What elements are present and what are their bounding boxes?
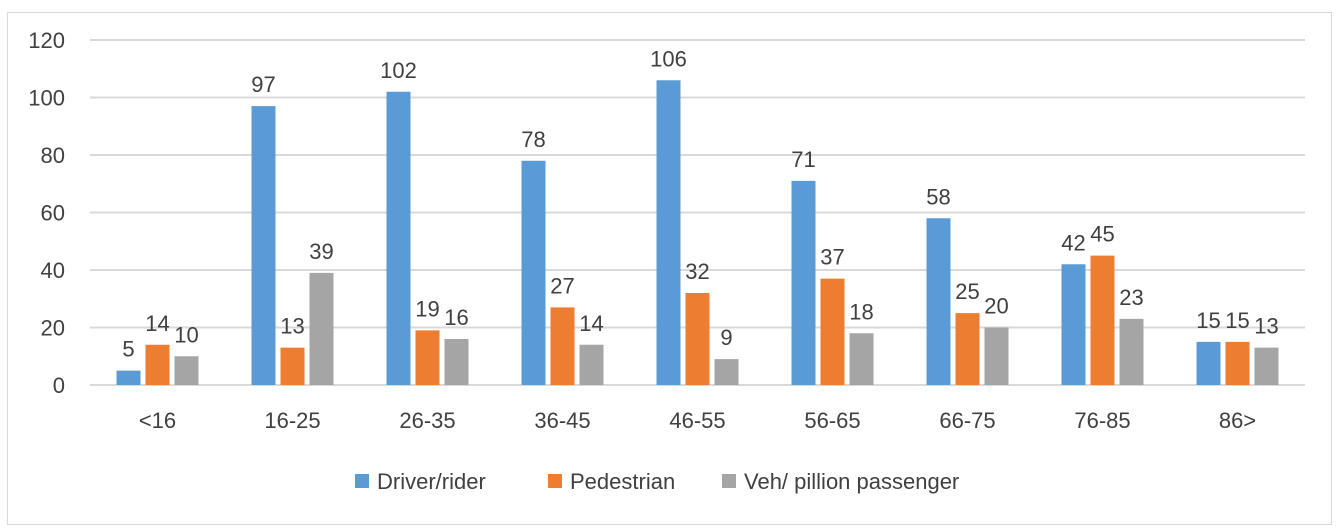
- bar: [1061, 264, 1086, 385]
- data-label: 13: [280, 314, 304, 339]
- data-label: 20: [984, 294, 1008, 319]
- data-label: 42: [1061, 230, 1085, 255]
- bar: [444, 339, 469, 385]
- data-label: 14: [145, 311, 169, 336]
- bar: [1254, 347, 1279, 385]
- bar: [1196, 341, 1221, 385]
- bar: [550, 307, 575, 385]
- data-label: 19: [415, 296, 439, 321]
- data-label: 18: [849, 299, 873, 324]
- x-tick-label: 56-65: [804, 408, 860, 433]
- data-label: 23: [1119, 285, 1143, 310]
- data-label: 39: [309, 239, 333, 264]
- x-tick-label: <16: [139, 408, 176, 433]
- bar: [386, 91, 411, 385]
- data-label: 45: [1090, 222, 1114, 247]
- bar: [415, 330, 440, 385]
- bar: [791, 180, 816, 385]
- bar: [280, 347, 305, 385]
- y-tick-label: 40: [41, 258, 65, 283]
- x-tick-label: 86>: [1219, 408, 1256, 433]
- bar: [685, 293, 710, 385]
- x-tick-label: 26-35: [399, 408, 455, 433]
- data-label: 15: [1225, 308, 1249, 333]
- legend-swatch: [355, 474, 369, 488]
- data-label: 13: [1254, 314, 1278, 339]
- legend-swatch: [548, 474, 562, 488]
- data-label: 16: [444, 305, 468, 330]
- y-tick-label: 20: [41, 316, 65, 341]
- bar: [984, 327, 1009, 385]
- data-label: 106: [650, 46, 687, 71]
- data-label: 71: [791, 147, 815, 172]
- data-label: 102: [380, 58, 417, 83]
- legend-label: Veh/ pillion passenger: [744, 469, 959, 494]
- y-tick-label: 80: [41, 143, 65, 168]
- bar: [145, 344, 170, 385]
- bar: [1225, 341, 1250, 385]
- bar: [1119, 318, 1144, 385]
- bar: [849, 333, 874, 385]
- y-tick-label: 100: [28, 86, 65, 111]
- y-tick-label: 120: [28, 28, 65, 53]
- bar: [820, 278, 845, 385]
- bar: [116, 370, 141, 385]
- y-tick-label: 0: [53, 373, 65, 398]
- y-tick-label: 60: [41, 201, 65, 226]
- data-label: 27: [550, 273, 574, 298]
- bar: [656, 80, 681, 385]
- x-tick-label: 46-55: [669, 408, 725, 433]
- bar: [579, 344, 604, 385]
- data-label: 37: [820, 245, 844, 270]
- x-tick-label: 66-75: [939, 408, 995, 433]
- data-label: 58: [926, 184, 950, 209]
- legend-label: Pedestrian: [570, 469, 675, 494]
- data-label: 15: [1196, 308, 1220, 333]
- data-label: 10: [174, 322, 198, 347]
- x-tick-label: 36-45: [534, 408, 590, 433]
- data-label: 78: [521, 127, 545, 152]
- bar: [1090, 255, 1115, 385]
- chart-frame: [7, 12, 1332, 525]
- legend-label: Driver/rider: [377, 469, 486, 494]
- data-label: 5: [122, 337, 134, 362]
- x-tick-label: 16-25: [264, 408, 320, 433]
- bar: [251, 106, 276, 385]
- bar: [174, 356, 199, 385]
- legend-swatch: [722, 474, 736, 488]
- bar: [521, 160, 546, 385]
- x-tick-label: 76-85: [1074, 408, 1130, 433]
- data-label: 97: [251, 72, 275, 97]
- data-label: 14: [579, 311, 603, 336]
- data-label: 25: [955, 279, 979, 304]
- data-label: 9: [720, 325, 732, 350]
- bar: [955, 313, 980, 385]
- bar: [309, 272, 334, 385]
- data-label: 32: [685, 259, 709, 284]
- bar: [714, 359, 739, 385]
- bar: [926, 218, 951, 385]
